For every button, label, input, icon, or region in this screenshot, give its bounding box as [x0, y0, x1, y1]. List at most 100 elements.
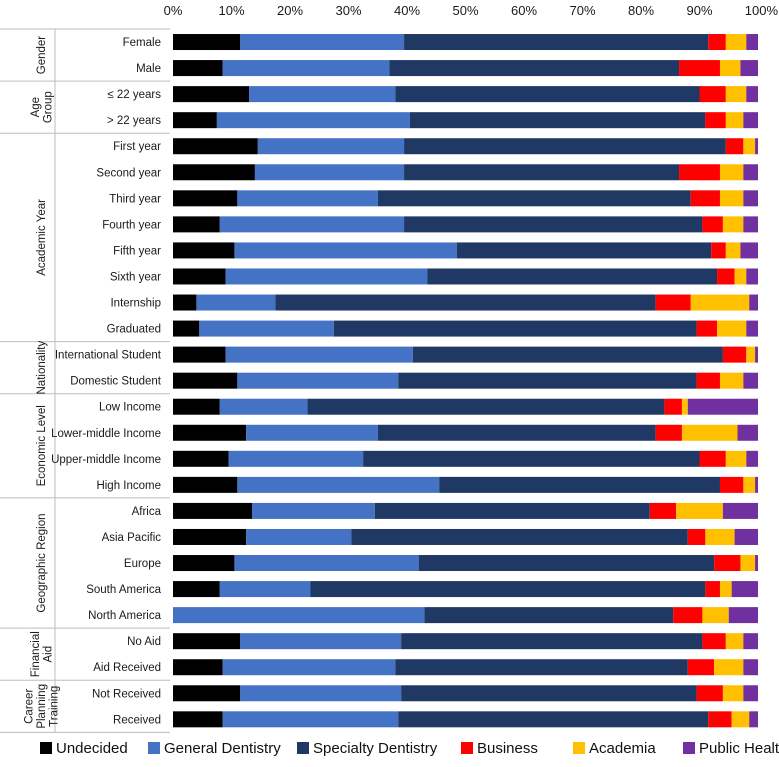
bar-segment — [439, 476, 720, 493]
bar-segment — [719, 476, 744, 493]
x-axis-ticks: 0% 10% 20% 30% 40% 50% 60% 70% 80% 90% 100% — [164, 3, 779, 18]
bar-segment — [173, 164, 255, 181]
bar-row — [173, 502, 758, 519]
category-label: Third year — [109, 193, 161, 205]
bar-segment — [173, 711, 223, 728]
x-tick-label: 0% — [164, 3, 183, 18]
bar-segment — [664, 398, 682, 415]
bar-segment — [275, 294, 656, 311]
bar-segment — [173, 659, 223, 676]
bar-segment — [199, 320, 334, 337]
bar-segment — [743, 476, 756, 493]
bar-segment — [699, 450, 726, 467]
bar-row — [173, 60, 758, 77]
x-tick-label: 70% — [569, 3, 595, 18]
bar-segment — [681, 398, 688, 415]
bar-segment — [711, 242, 726, 259]
bar-segment — [717, 320, 747, 337]
bar-segment — [687, 528, 706, 545]
bar-segment — [404, 138, 726, 155]
group-label: Academic Year — [36, 199, 48, 276]
legend-item: Undecided — [40, 740, 128, 757]
bar-segment — [679, 164, 720, 181]
bar-segment — [404, 164, 680, 181]
x-tick-label: 100% — [745, 3, 779, 18]
bar-segment — [717, 268, 735, 285]
legend-item: Public Health — [683, 740, 779, 757]
bar-segment — [173, 320, 200, 337]
bar-segment — [746, 450, 758, 467]
bar-segment — [702, 607, 729, 624]
bar-segment — [173, 190, 238, 207]
bar-segment — [427, 268, 718, 285]
legend-label: Undecided — [56, 740, 128, 757]
bars — [173, 34, 758, 728]
bar-segment — [731, 711, 750, 728]
bar-segment — [702, 216, 723, 233]
x-tick-label: 90% — [686, 3, 712, 18]
bar-segment — [216, 112, 410, 129]
bar-segment — [173, 34, 241, 51]
bar-segment — [743, 112, 758, 129]
legend-item: General Dentistry — [148, 740, 281, 757]
bar-segment — [219, 216, 405, 233]
bar-segment — [395, 659, 688, 676]
bar-segment — [257, 138, 405, 155]
category-label: International Student — [55, 350, 162, 362]
category-label: Africa — [132, 506, 162, 518]
bar-segment — [363, 450, 700, 467]
bar-segment — [401, 685, 697, 702]
category-label: Aid Received — [93, 662, 161, 674]
legend-item: Business — [461, 740, 538, 757]
bar-segment — [734, 528, 758, 545]
category-labels: Female Male ≤ 22 years > 22 years First year… — [51, 37, 162, 726]
bar-segment — [395, 86, 700, 103]
bar-row — [173, 424, 758, 441]
bar-segment — [746, 320, 758, 337]
category-label: Lower-middle Income — [51, 428, 161, 440]
legend-swatch — [40, 742, 52, 754]
bar-segment — [743, 372, 758, 389]
category-label: Europe — [124, 558, 161, 570]
bar-segment — [705, 112, 726, 129]
bar-segment — [740, 242, 758, 259]
category-label: First year — [113, 141, 161, 153]
legend-item: Specialty Dentistry — [297, 740, 438, 757]
bar-segment — [722, 502, 758, 519]
bar-segment — [708, 711, 732, 728]
bar-segment — [377, 424, 656, 441]
bar-segment — [251, 502, 375, 519]
legend-item: Academia — [573, 740, 656, 757]
category-label: Asia Pacific — [102, 532, 162, 544]
bar-row — [173, 659, 758, 676]
bar-segment — [173, 555, 235, 572]
bar-segment — [687, 659, 715, 676]
category-label: North America — [88, 610, 161, 622]
group-label: Gender — [36, 36, 48, 75]
bar-segment — [699, 86, 726, 103]
bar-segment — [655, 424, 682, 441]
x-tick-label: 20% — [277, 3, 303, 18]
bar-row — [173, 685, 758, 702]
category-label: Sixth year — [110, 271, 161, 283]
bar-segment — [728, 607, 758, 624]
bar-segment — [690, 190, 720, 207]
bar-segment — [725, 112, 744, 129]
bar-segment — [173, 528, 247, 545]
bar-row — [173, 138, 758, 155]
bar-segment — [254, 164, 405, 181]
bar-segment — [228, 450, 364, 467]
x-tick-label: 40% — [394, 3, 420, 18]
bar-segment — [679, 60, 720, 77]
group-label: Geographic Region — [36, 513, 48, 612]
bar-segment — [722, 346, 747, 363]
bar-segment — [333, 320, 697, 337]
bar-segment — [746, 86, 758, 103]
bar-segment — [722, 685, 744, 702]
bar-segment — [705, 581, 720, 598]
bar-segment — [681, 424, 738, 441]
bar-segment — [725, 633, 744, 650]
bar-segment — [755, 138, 758, 155]
legend-label: Public Health — [699, 740, 779, 757]
